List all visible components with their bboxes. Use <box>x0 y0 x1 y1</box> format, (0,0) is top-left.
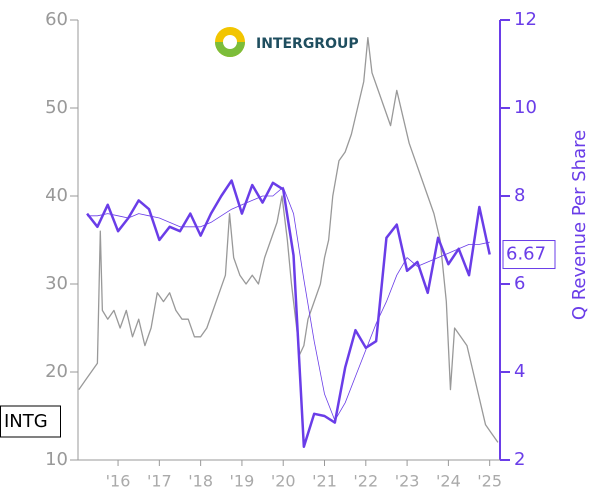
y2-tick-label: 6 <box>514 273 525 294</box>
x-tick-label: '24 <box>436 472 461 491</box>
x-tick-label: '23 <box>395 472 420 491</box>
y2-tick-label: 8 <box>514 185 525 206</box>
series-line <box>86 179 491 449</box>
y2-tick-label: 2 <box>514 449 525 470</box>
y2-axis-title: Q Revenue Per Share <box>569 130 590 320</box>
y2-tick-label: 10 <box>514 97 537 118</box>
y-tick-label: 50 <box>45 97 68 118</box>
x-tick-label: '21 <box>312 472 337 491</box>
ticker-box <box>0 405 61 438</box>
y2-tick-label: 12 <box>514 9 537 30</box>
y-tick-label: 60 <box>45 9 68 30</box>
x-tick-label: '18 <box>188 472 213 491</box>
ticker-label: INTG <box>4 411 48 432</box>
y2-tick-label: 4 <box>514 361 525 382</box>
x-tick-label: '16 <box>106 472 131 491</box>
logo-text: INTERGROUP <box>256 36 359 52</box>
y-tick-label: 30 <box>45 273 68 294</box>
x-tick-label: '17 <box>147 472 172 491</box>
y-tick-label: 20 <box>45 361 68 382</box>
x-tick-label: '25 <box>477 472 502 491</box>
logo-center <box>223 35 237 49</box>
logo: INTERGROUP <box>215 27 359 57</box>
series-line <box>78 36 499 443</box>
y-tick-label: 10 <box>45 449 68 470</box>
last-value-label: 6.67 <box>506 244 546 265</box>
y-tick-label: 40 <box>45 185 68 206</box>
x-tick-label: '22 <box>353 472 378 491</box>
x-tick-label: '20 <box>271 472 296 491</box>
series-line <box>87 186 490 421</box>
x-tick-label: '19 <box>230 472 255 491</box>
last-value-box <box>502 240 556 270</box>
logo-ring-lower <box>215 42 245 57</box>
